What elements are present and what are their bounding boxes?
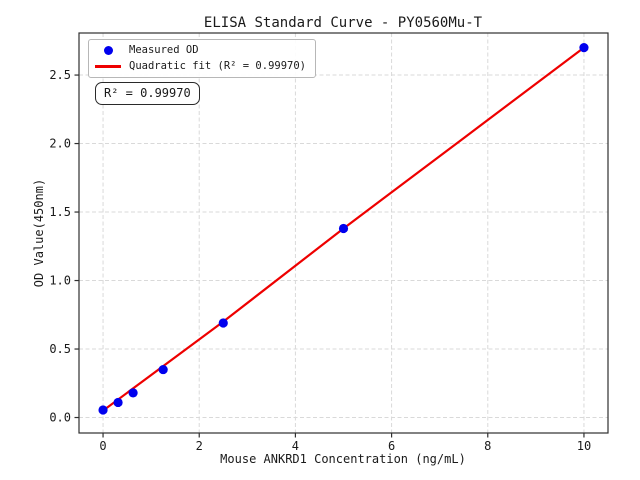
chart-title: ELISA Standard Curve - PY0560Mu-T xyxy=(204,15,483,31)
x-tick-label: 8 xyxy=(484,439,491,453)
y-tick-label: 1.0 xyxy=(49,274,71,288)
legend-swatch xyxy=(93,46,123,55)
data-point xyxy=(128,388,138,398)
legend-swatch xyxy=(93,65,123,68)
legend-item-measured-od: Measured OD xyxy=(93,44,306,57)
y-tick-label: 0.5 xyxy=(49,342,71,356)
y-tick-label: 0.0 xyxy=(49,411,71,425)
x-tick-label: 0 xyxy=(99,439,106,453)
y-axis-label: OD Value(450nm) xyxy=(32,179,46,287)
data-point xyxy=(218,318,228,328)
fit-line-marker-icon xyxy=(95,65,121,68)
tick-layer xyxy=(74,74,585,438)
data-point xyxy=(98,405,108,415)
legend: Measured OD Quadratic fit (R² = 0.99970) xyxy=(88,39,317,78)
x-axis-label: Mouse ANKRD1 Concentration (ng/mL) xyxy=(220,452,466,466)
x-tick-label: 6 xyxy=(388,439,395,453)
data-point xyxy=(579,43,589,53)
y-tick-label: 2.5 xyxy=(49,68,71,82)
data-point xyxy=(338,223,349,234)
x-tick-label: 2 xyxy=(196,439,203,453)
r-squared-annotation: R² = 0.99970 xyxy=(95,82,200,105)
legend-label: Quadratic fit (R² = 0.99970) xyxy=(129,60,307,72)
legend-label: Measured OD xyxy=(129,44,199,56)
x-tick-label: 10 xyxy=(577,439,591,453)
plot-area-border xyxy=(78,32,609,434)
x-tick-label: 4 xyxy=(292,439,299,453)
measured-od-marker-icon xyxy=(103,46,113,55)
series-layer xyxy=(98,43,589,415)
data-point xyxy=(158,364,168,375)
y-tick-label: 1.5 xyxy=(49,205,71,219)
legend-item-quadratic-fit: Quadratic fit (R² = 0.99970) xyxy=(93,60,306,73)
y-tick-label: 2.0 xyxy=(49,137,71,151)
tick-label-layer: 0 2 4 6 8 10 0.0 0.5 1.0 1.5 2.0 2.5 xyxy=(49,68,591,453)
data-point xyxy=(113,397,123,408)
